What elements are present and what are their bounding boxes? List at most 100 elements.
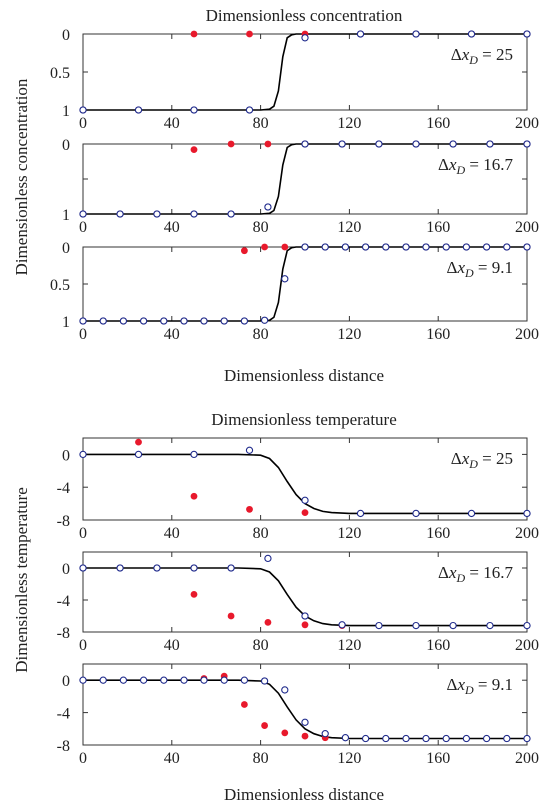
open-point xyxy=(442,734,450,743)
open-point xyxy=(79,317,87,325)
open-point xyxy=(301,718,309,726)
filled-point xyxy=(190,146,198,154)
y-tick-label: 0 xyxy=(62,240,70,257)
open-point xyxy=(422,734,430,743)
open-point xyxy=(301,612,309,620)
open-point xyxy=(139,317,148,325)
x-tick-label: 200 xyxy=(515,750,539,767)
open-point xyxy=(200,317,208,325)
analytic-curve xyxy=(83,567,527,627)
x-tick-label: 40 xyxy=(164,750,180,767)
temperature-title: Dimensionless temperature xyxy=(211,410,397,429)
analytic-curve xyxy=(83,33,527,111)
concentration-xlabel: Dimensionless distance xyxy=(224,366,384,385)
panel-1-1: 0 40 80 120 160 200 0 -4 -8 ΔxD = 16.7 xyxy=(57,551,539,654)
open-point xyxy=(153,564,161,572)
open-point xyxy=(449,621,457,630)
x-tick-label: 0 xyxy=(79,219,87,236)
panel-1-2: 0 40 80 120 160 200 0 -4 -8 ΔxD = 9.1 xyxy=(57,663,539,767)
open-point xyxy=(79,676,87,684)
open-point xyxy=(375,140,383,148)
x-tick-label: 160 xyxy=(426,326,450,343)
y-tick-label: -4 xyxy=(57,706,70,723)
x-tick-label: 120 xyxy=(337,115,361,132)
open-point xyxy=(79,210,87,218)
panel-annotation: ΔxD = 9.1 xyxy=(447,258,514,280)
plot-frame xyxy=(82,551,528,633)
open-point xyxy=(341,734,350,742)
x-tick-label: 0 xyxy=(79,326,87,343)
open-point xyxy=(412,509,420,518)
open-point xyxy=(180,317,188,325)
open-point xyxy=(99,676,107,684)
panel-0-2: 0 40 80 120 160 200 0 0.5 1 ΔxD = 9.1 xyxy=(50,240,539,343)
open-point xyxy=(245,446,254,454)
filled-point xyxy=(264,140,272,148)
filled-point xyxy=(301,509,309,517)
open-point xyxy=(412,140,420,148)
y-tick-label: 1 xyxy=(62,207,70,224)
open-point xyxy=(260,677,269,685)
open-point xyxy=(523,734,531,743)
open-point xyxy=(467,509,476,518)
filled-point xyxy=(261,722,268,729)
x-tick-label: 200 xyxy=(515,219,539,236)
open-point xyxy=(134,450,143,459)
x-tick-label: 160 xyxy=(426,219,450,236)
open-point xyxy=(116,210,124,218)
x-tick-label: 40 xyxy=(164,219,180,236)
open-point xyxy=(116,564,124,572)
filled-point xyxy=(190,591,198,598)
y-tick-label: 1 xyxy=(62,314,70,331)
x-tick-label: 160 xyxy=(426,525,450,542)
panel-annotation: ΔxD = 9.1 xyxy=(447,675,514,697)
open-point xyxy=(482,243,491,251)
filled-point xyxy=(227,140,235,148)
open-point xyxy=(523,621,531,630)
open-point xyxy=(227,210,235,218)
open-point xyxy=(99,317,107,325)
open-point xyxy=(240,676,249,684)
open-point xyxy=(486,621,494,630)
x-tick-label: 200 xyxy=(515,525,539,542)
x-tick-label: 0 xyxy=(79,637,87,654)
open-point xyxy=(462,243,471,251)
x-tick-label: 120 xyxy=(337,750,361,767)
filled-point xyxy=(135,438,142,446)
open-point xyxy=(321,730,329,738)
y-tick-label: 0.5 xyxy=(50,65,70,82)
plot-frame xyxy=(82,663,528,746)
open-point xyxy=(119,317,128,325)
open-point xyxy=(227,564,235,572)
plot-frame xyxy=(82,437,528,521)
x-tick-label: 120 xyxy=(337,326,361,343)
y-tick-label: 1 xyxy=(62,103,70,120)
open-point xyxy=(402,734,410,743)
open-point xyxy=(375,621,383,630)
open-point xyxy=(160,676,168,684)
open-point xyxy=(301,140,309,148)
filled-point xyxy=(227,612,235,620)
x-tick-label: 80 xyxy=(253,750,269,767)
panel-0-0: 0 40 80 120 160 200 0 0.5 1 ΔxD = 25 xyxy=(50,27,539,132)
open-point xyxy=(486,140,494,148)
y-tick-label: 0 xyxy=(62,673,70,690)
open-point xyxy=(523,140,531,148)
filled-point xyxy=(264,619,272,626)
y-tick-label: 0 xyxy=(62,561,70,578)
y-tick-label: 0 xyxy=(62,447,70,464)
open-point xyxy=(301,496,309,504)
open-point xyxy=(412,621,420,630)
panels-group: 0 40 80 120 160 200 0 0.5 1 ΔxD = 25 0 40 80 120 160 20… xyxy=(50,27,539,767)
x-tick-label: 80 xyxy=(253,637,269,654)
open-point xyxy=(412,30,420,38)
open-point xyxy=(341,243,350,251)
x-tick-label: 160 xyxy=(426,637,450,654)
open-point xyxy=(356,509,365,518)
open-point xyxy=(220,317,228,325)
x-tick-label: 0 xyxy=(79,750,87,767)
open-point xyxy=(119,676,128,684)
open-point xyxy=(523,30,531,38)
x-tick-label: 80 xyxy=(253,115,269,132)
